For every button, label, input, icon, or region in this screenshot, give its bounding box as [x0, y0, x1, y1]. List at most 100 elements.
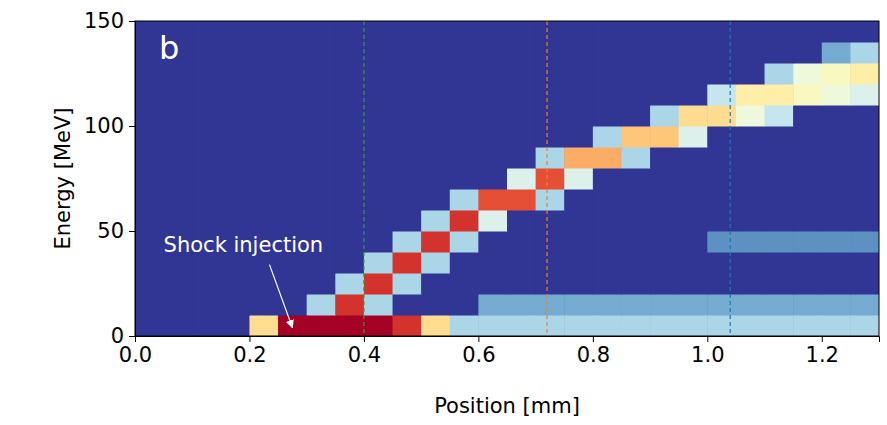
marker-line [363, 21, 364, 336]
heatmap-cell [850, 315, 879, 336]
heatmap-cell [679, 273, 708, 295]
heatmap-cell [621, 231, 650, 253]
heatmap-cell [307, 294, 336, 316]
heatmap-cell [822, 252, 851, 274]
heatmap-cell [364, 315, 393, 336]
heatmap-cell [850, 294, 879, 316]
tick: 50 [97, 219, 135, 243]
heatmap-cell [307, 147, 336, 169]
heatmap-cell [736, 294, 765, 316]
heatmap-cell [249, 42, 278, 64]
heatmap-cell [679, 315, 708, 336]
heatmap-cell [765, 252, 794, 274]
heatmap-cell [621, 21, 650, 43]
heatmap-cell [307, 126, 336, 148]
heatmap-cell [393, 231, 422, 253]
heatmap-cell [450, 252, 479, 274]
heatmap-cell [707, 126, 736, 148]
heatmap-cell [793, 231, 822, 253]
heatmap-cell [822, 147, 851, 169]
tick-label: 0.8 [577, 343, 610, 367]
heatmap-cell [364, 126, 393, 148]
heatmap-cell [650, 315, 679, 336]
tick: 0.4 [348, 336, 381, 367]
heatmap-cell [335, 105, 364, 127]
heatmap-cell [564, 273, 593, 295]
heatmap-cell [249, 147, 278, 169]
marker-line [546, 21, 547, 336]
heatmap-cell [192, 315, 221, 336]
heatmap-cell [421, 42, 450, 64]
heatmap-cell [393, 84, 422, 106]
tick: 0.6 [462, 336, 495, 367]
heatmap-cell [135, 294, 164, 316]
heatmap-cell [164, 273, 193, 295]
heatmap-cell [765, 168, 794, 190]
heatmap-cell [364, 42, 393, 64]
heatmap-cell [335, 63, 364, 85]
heatmap-cell [707, 273, 736, 295]
heatmap-cell [478, 105, 507, 127]
heatmap-cell [650, 105, 679, 127]
heatmap-cell [307, 189, 336, 211]
heatmap-cell [507, 231, 536, 253]
heatmap-cell [736, 126, 765, 148]
heatmap-cell [822, 21, 851, 43]
tick: 1.0 [691, 336, 724, 367]
heatmap-cell [364, 189, 393, 211]
heatmap-cell [192, 147, 221, 169]
heatmap-cell [278, 315, 307, 336]
heatmap-cell [822, 105, 851, 127]
heatmap-cell [192, 84, 221, 106]
heatmap-cell [679, 252, 708, 274]
heatmap-cell [850, 21, 879, 43]
tick-mark [129, 126, 135, 127]
heatmap-cell [765, 315, 794, 336]
heatmap-cell [164, 294, 193, 316]
heatmap-cell [736, 42, 765, 64]
heatmap-cell [249, 210, 278, 232]
heatmap-cell [593, 42, 622, 64]
heatmap-cell [736, 168, 765, 190]
heatmap-cell [478, 252, 507, 274]
heatmap-cell [450, 63, 479, 85]
heatmap-cell [564, 63, 593, 85]
heatmap-cell [822, 42, 851, 64]
heatmap-cell [850, 147, 879, 169]
heatmap-cell [135, 126, 164, 148]
heatmap-cell [164, 147, 193, 169]
heatmap-cell [135, 315, 164, 336]
heatmap-cell [650, 273, 679, 295]
heatmap-cell [679, 63, 708, 85]
heatmap-cell [421, 126, 450, 148]
heatmap-cell [707, 231, 736, 253]
heatmap-cell [450, 42, 479, 64]
heatmap-cell [278, 21, 307, 43]
heatmap-cell [393, 126, 422, 148]
heatmap-cell [850, 42, 879, 64]
heatmap-cell [450, 294, 479, 316]
heatmap-cell [221, 105, 250, 127]
heatmap-cell [478, 84, 507, 106]
heatmap-cell [793, 315, 822, 336]
heatmap-cell [793, 84, 822, 106]
heatmap-cell [621, 315, 650, 336]
heatmap-cell [793, 252, 822, 274]
heatmap-cell [278, 168, 307, 190]
heatmap-cell [822, 273, 851, 295]
heatmap-cell [507, 252, 536, 274]
heatmap-cell [593, 315, 622, 336]
heatmap-cell [364, 168, 393, 190]
heatmap-cell [765, 126, 794, 148]
heatmap-cell [707, 42, 736, 64]
heatmap-cell [679, 210, 708, 232]
heatmap-cell [221, 315, 250, 336]
heatmap-cell [593, 105, 622, 127]
heatmap-cell [364, 210, 393, 232]
heatmap-cell [164, 189, 193, 211]
heatmap-cell [707, 105, 736, 127]
heatmap-cell [564, 189, 593, 211]
heatmap-cell [278, 126, 307, 148]
heatmap-cell [650, 252, 679, 274]
heatmap-cell [679, 42, 708, 64]
